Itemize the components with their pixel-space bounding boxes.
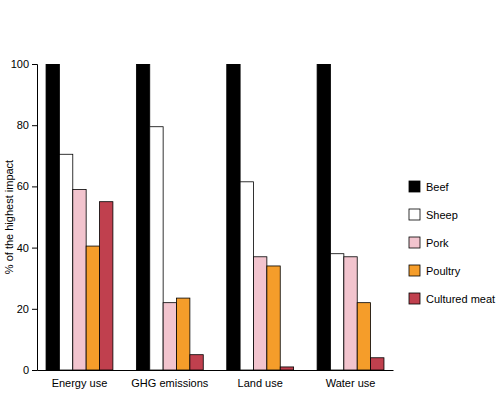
plot: 0 20 40 60 80 100 Energy use GHG emissions Land … — [11, 58, 394, 389]
x-tick-label: Water use — [326, 377, 376, 389]
bar — [150, 127, 163, 370]
y-tick-label: 100 — [11, 58, 29, 70]
bar — [190, 355, 203, 370]
x-tick: GHG emissions — [131, 377, 209, 389]
bar — [177, 298, 190, 370]
y-tick: 40 — [17, 242, 37, 254]
y-tick-mark — [32, 370, 37, 371]
y-tick: 0 — [23, 364, 37, 376]
legend: Beef Sheep Pork Poultry Cultured meat — [409, 181, 495, 305]
x-axis-line — [38, 370, 394, 371]
x-tick-label: Land use — [238, 377, 283, 389]
bar — [317, 64, 330, 370]
bar — [46, 64, 59, 370]
bar — [86, 246, 99, 370]
y-tick-label: 20 — [17, 303, 29, 315]
legend-swatch — [409, 209, 420, 220]
x-tick: Water use — [326, 377, 376, 389]
legend-swatch — [409, 181, 420, 192]
y-tick-label: 80 — [17, 119, 29, 131]
bar — [344, 257, 357, 370]
y-tick-mark — [32, 125, 37, 126]
bar — [357, 303, 370, 370]
bar — [73, 189, 86, 370]
bar — [59, 154, 72, 370]
y-tick-mark — [32, 248, 37, 249]
bar — [330, 254, 343, 370]
bar — [136, 64, 149, 370]
bar — [267, 266, 280, 370]
x-tick-label: Energy use — [52, 377, 108, 389]
y-tick-mark — [32, 64, 37, 65]
bars — [46, 64, 384, 370]
legend-label: Sheep — [426, 209, 458, 221]
legend-swatch — [409, 265, 420, 276]
y-tick: 20 — [17, 303, 37, 315]
y-tick-label: 40 — [17, 242, 29, 254]
y-tick-mark — [32, 309, 37, 310]
y-tick: 100 — [11, 58, 37, 70]
y-axis-line — [32, 65, 38, 371]
x-tick-label: GHG emissions — [131, 377, 209, 389]
y-tick-label: 60 — [17, 180, 29, 192]
bar — [227, 64, 240, 370]
bar — [371, 358, 384, 370]
y-tick-mark — [32, 186, 37, 187]
legend-swatch — [409, 237, 420, 248]
y-tick: 80 — [17, 119, 37, 131]
bar — [253, 257, 266, 370]
y-tick-label: 0 — [23, 364, 29, 376]
y-tick: 60 — [17, 180, 37, 192]
legend-label: Cultured meat — [426, 293, 495, 305]
bar — [280, 367, 293, 370]
legend-label: Beef — [426, 181, 450, 193]
legend-swatch — [409, 293, 420, 304]
bar — [240, 182, 253, 370]
chart: 0 20 40 60 80 100 Energy use GHG emissions Land … — [0, 0, 500, 394]
bar — [100, 202, 113, 370]
y-axis-title: % of the highest impact — [3, 160, 15, 274]
x-axis: Energy use GHG emissions Land use Water use — [38, 371, 394, 389]
legend-label: Pork — [426, 237, 449, 249]
legend-label: Poultry — [426, 265, 461, 277]
x-tick: Energy use — [52, 377, 108, 389]
bar — [163, 303, 176, 370]
x-tick: Land use — [238, 377, 283, 389]
